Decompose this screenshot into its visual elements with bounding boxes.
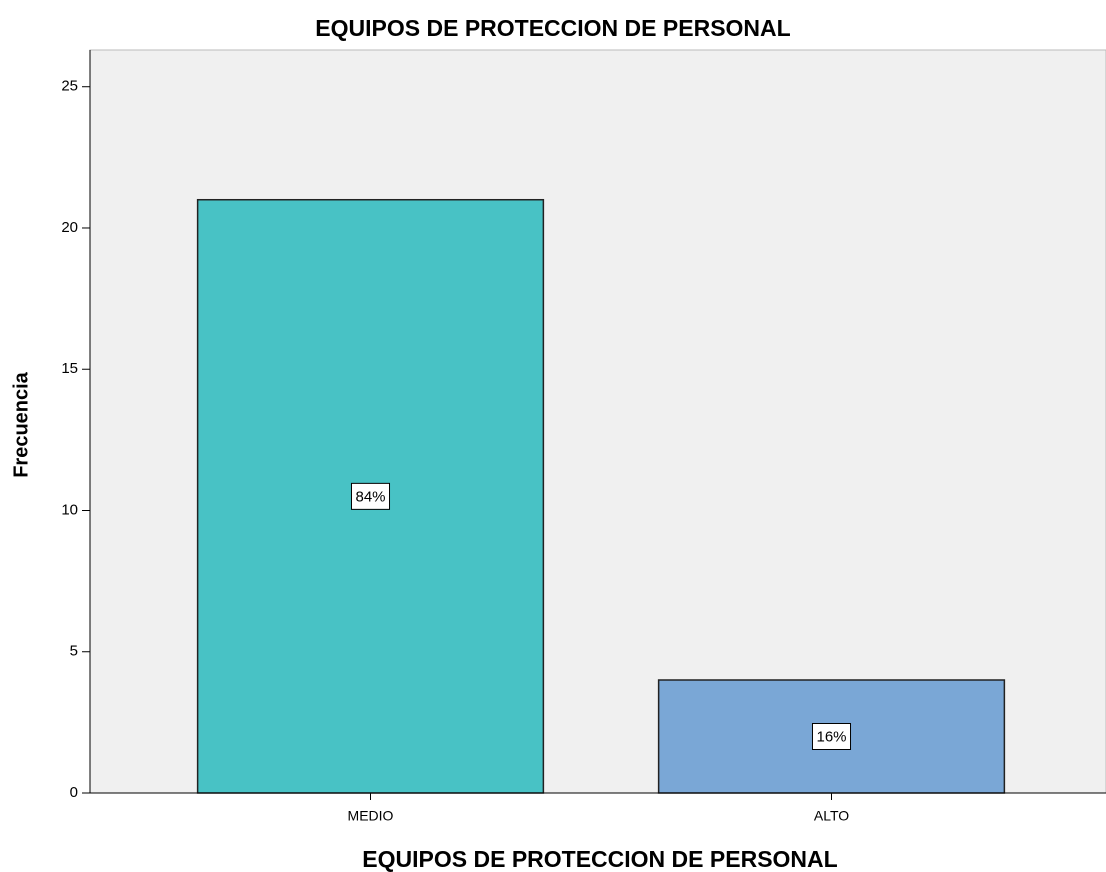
y-tick-label: 5 (70, 643, 78, 660)
data-label-box (811, 722, 852, 750)
x-tick-label: MEDIO (348, 808, 394, 824)
y-tick-label: 10 (61, 501, 78, 518)
y-axis-label: Frecuencia (10, 371, 32, 477)
x-axis-label: EQUIPOS DE PROTECCION DE PERSONAL (362, 846, 837, 872)
y-tick-label: 25 (61, 78, 78, 95)
x-tick-label: ALTO (814, 808, 849, 824)
chart-title: EQUIPOS DE PROTECCION DE PERSONAL (315, 15, 790, 41)
bar (657, 679, 1006, 794)
y-tick-label: 0 (70, 784, 78, 801)
y-tick-label: 20 (61, 219, 78, 236)
data-label: 84% (355, 488, 385, 505)
y-tick-label: 15 (61, 360, 78, 377)
data-label: 16% (816, 728, 846, 745)
data-label-box (350, 482, 391, 510)
